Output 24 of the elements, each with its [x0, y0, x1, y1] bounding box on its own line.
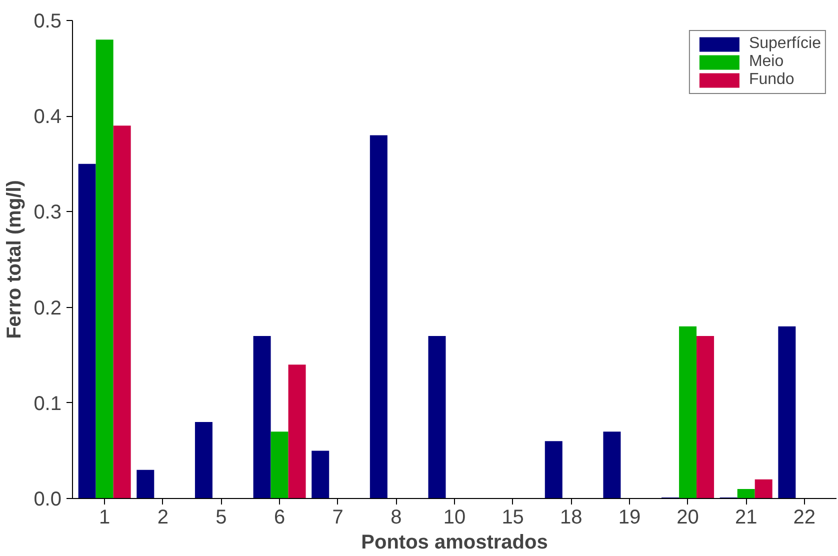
x-tick-label: 6: [274, 506, 286, 528]
y-tick-label: 0.2: [34, 297, 62, 320]
y-tick-label: 0.1: [34, 392, 62, 415]
legend-label: Meio: [748, 53, 784, 71]
x-tick-label: 10: [443, 506, 466, 528]
y-tick-label: 0.4: [34, 106, 62, 128]
x-tick-label: 2: [157, 506, 168, 528]
y-tick-label: 0.3: [34, 202, 62, 224]
y-tick-label: 0.5: [34, 10, 62, 32]
x-tick-label: 21: [734, 506, 758, 528]
legend-label: Fundo: [748, 71, 794, 89]
y-axis-title: Ferro total (mg/l): [4, 180, 26, 339]
x-tick-label: 20: [676, 506, 699, 528]
x-axis-title: Pontos amostrados: [361, 532, 548, 554]
x-tick-label: 8: [390, 506, 402, 528]
x-tick-label: 7: [332, 506, 344, 528]
x-tick-label: 22: [793, 506, 816, 528]
x-tick-label: 19: [618, 506, 641, 528]
legend-label: Superfície: [748, 35, 821, 53]
y-tick-label: 0.0: [34, 488, 62, 510]
x-tick-label: 15: [502, 506, 524, 528]
x-tick-label: 18: [560, 506, 582, 528]
x-tick-label: 1: [99, 506, 110, 528]
x-tick-label: 5: [216, 506, 227, 528]
